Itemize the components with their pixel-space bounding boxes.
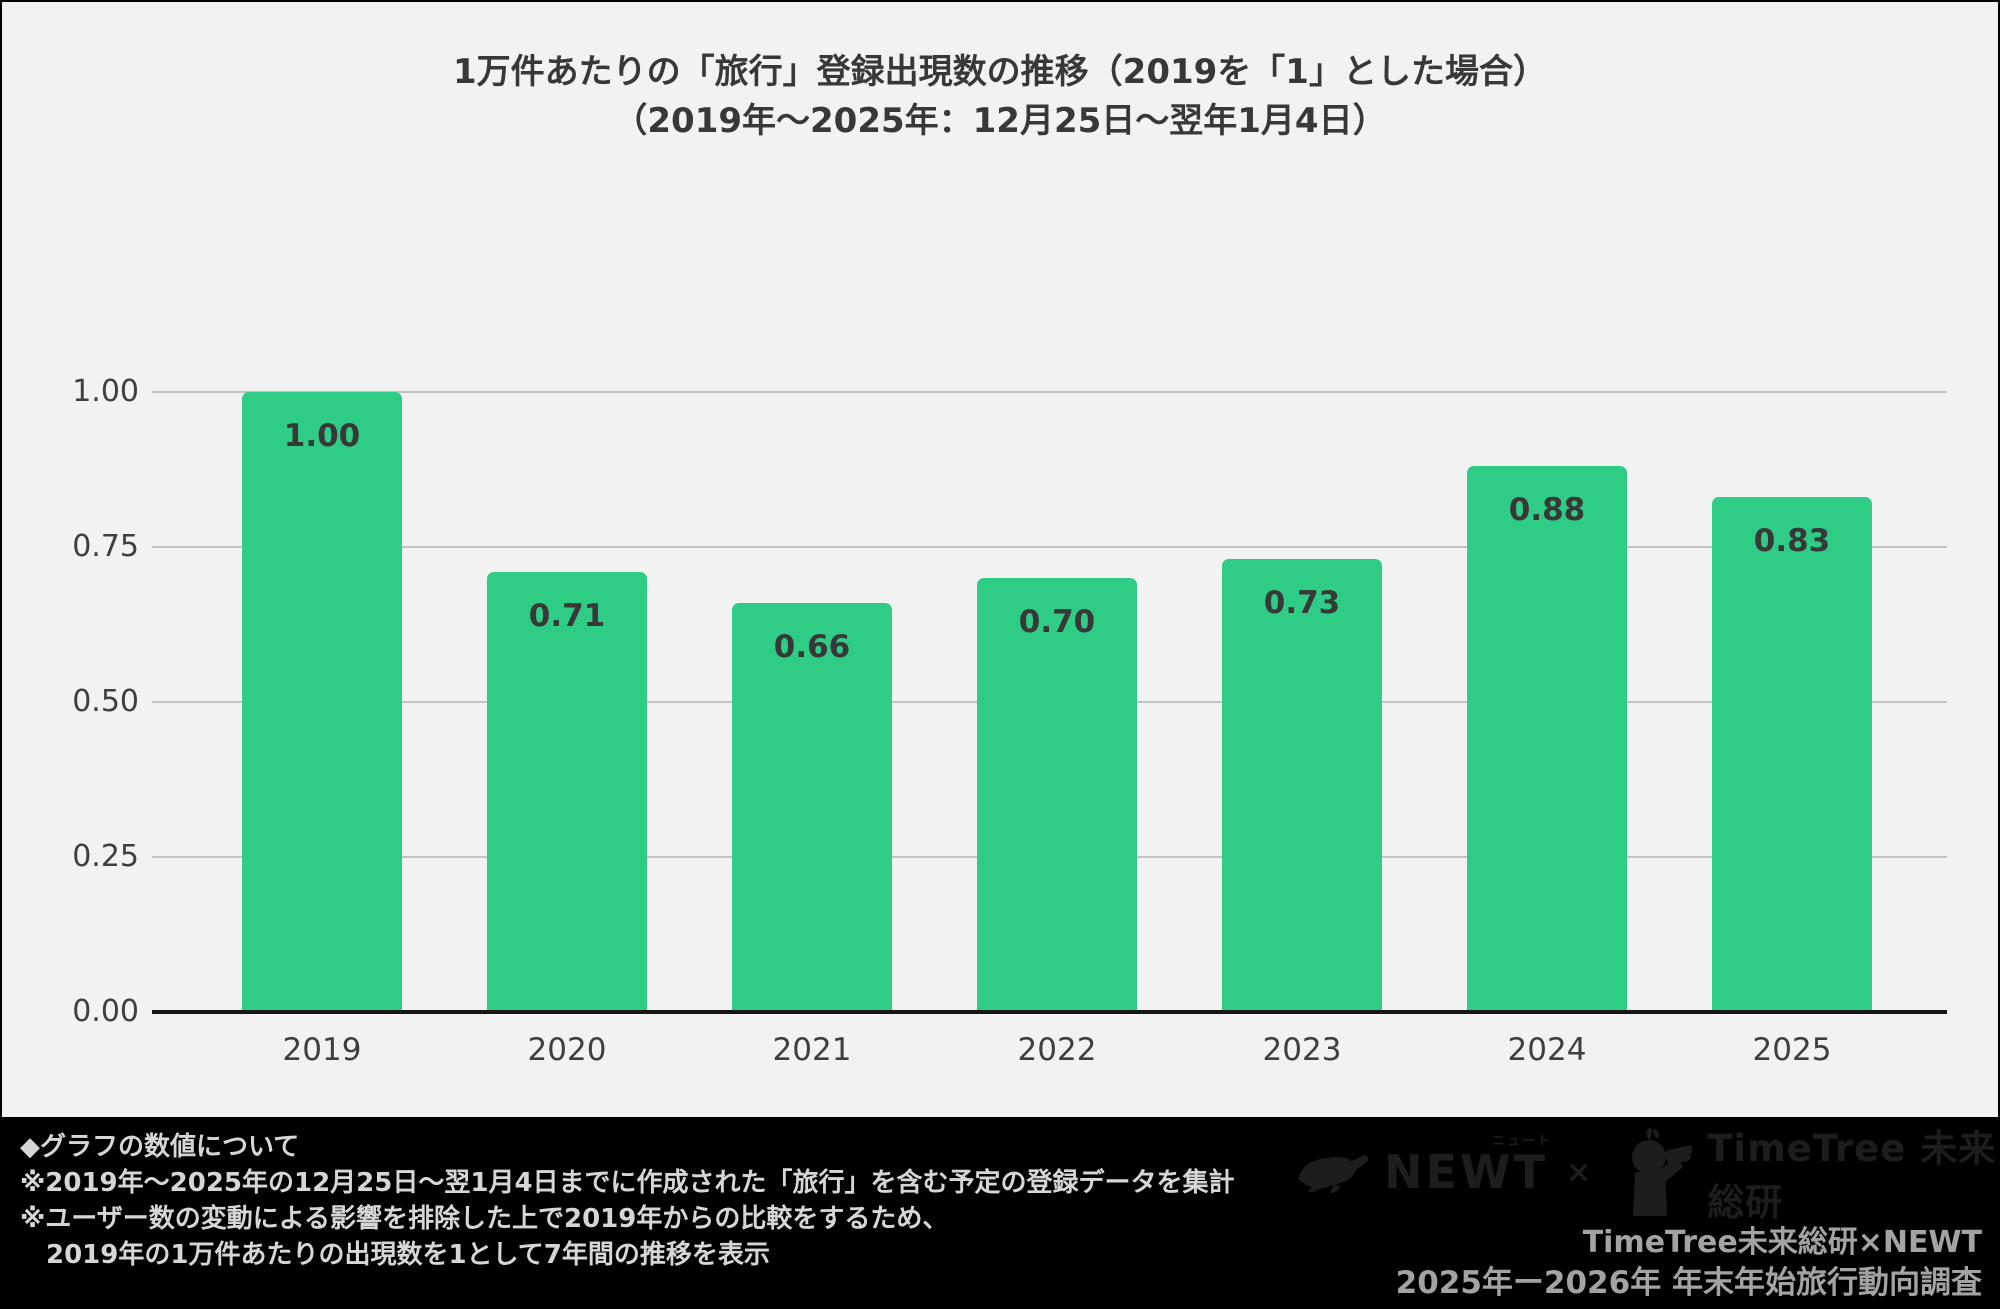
note-line-2: ※2019年〜2025年の12月25日〜翌1月4日までに作成された「旅行」を含む… (20, 1168, 1235, 1198)
times-icon: × (1566, 1154, 1592, 1190)
bar-value-label-2021: 0.66 (773, 628, 851, 665)
gridline-0.75 (152, 546, 1947, 548)
bar-2019: 1.00 (242, 392, 402, 1012)
bar-value-label-2020: 0.71 (528, 597, 606, 634)
note-line-4: 2019年の1万件あたりの出現数を1として7年間の推移を表示 (20, 1240, 770, 1270)
bar-2025: 0.83 (1712, 497, 1872, 1012)
note-line-3: ※ユーザー数の変動による影響を排除した上で2019年からの比較をするため、 (20, 1204, 949, 1234)
x-tick-label-2021: 2021 (772, 1032, 852, 1068)
credit-line-2: 2025年ー2026年 年末年始旅行動向調査 (1395, 1265, 1982, 1301)
y-tick-label-0.00: 0.00 (72, 994, 139, 1029)
x-tick-label-2023: 2023 (1262, 1032, 1342, 1068)
timetree-wordmark: TimeTree 未来総研 (1707, 1127, 1997, 1224)
y-tick-label-0.75: 0.75 (72, 529, 139, 564)
x-axis-baseline (152, 1010, 1947, 1014)
chart-title-line2: （2019年〜2025年：12月25日〜翌年1月4日） (613, 101, 1387, 141)
chart-title-line1: 1万件あたりの「旅行」登録出現数の推移（2019を「1」とした場合） (453, 52, 1547, 92)
bar-2024: 0.88 (1467, 466, 1627, 1012)
logo-row: NEWT ニュート × TimeTree 未来総研 (1294, 1126, 1998, 1224)
bar-2021: 0.66 (732, 602, 892, 1012)
bar-2023: 0.73 (1222, 559, 1382, 1012)
newt-turtle-icon (1294, 1146, 1376, 1198)
x-tick-label-2024: 2024 (1507, 1032, 1587, 1068)
bar-value-label-2022: 0.70 (1018, 604, 1096, 640)
x-tick-label-2025: 2025 (1752, 1032, 1832, 1068)
x-tick-label-2019: 2019 (282, 1032, 362, 1068)
credit-line-1: TimeTree未来総研×NEWT (1582, 1225, 1982, 1260)
gridline-1.00 (152, 391, 1947, 393)
bar-2022: 0.70 (977, 578, 1137, 1012)
x-tick-label-2022: 2022 (1017, 1032, 1097, 1068)
timetree-mascot-icon (1609, 1126, 1697, 1218)
bar-value-label-2024: 0.88 (1508, 492, 1586, 529)
bar-value-label-2019: 1.00 (283, 418, 361, 454)
y-tick-label-1.00: 1.00 (72, 374, 139, 409)
chart-title: 1万件あたりの「旅行」登録出現数の推移（2019を「1」とした場合） （2019… (2, 48, 1998, 146)
note-line-1: ◆グラフの数値について (20, 1132, 300, 1162)
y-tick-label-0.25: 0.25 (72, 839, 139, 874)
bar-value-label-2023: 0.73 (1263, 585, 1341, 622)
y-tick-label-0.50: 0.50 (72, 684, 139, 719)
footer: ◆グラフの数値について ※2019年〜2025年の12月25日〜翌1月4日までに作… (2, 1117, 1998, 1307)
newt-wordmark: NEWT ニュート (1384, 1134, 1550, 1199)
bar-value-label-2025: 0.83 (1753, 523, 1831, 560)
newt-katakana-label: ニュート (1492, 1134, 1553, 1149)
x-tick-label-2020: 2020 (527, 1032, 607, 1068)
credit-block: TimeTree未来総研×NEWT 2025年ー2026年 年末年始旅行動向調査 (1396, 1223, 1982, 1303)
footer-notes: ◆グラフの数値について ※2019年〜2025年の12月25日〜翌1月4日までに作… (20, 1129, 1235, 1273)
bar-2020: 0.71 (487, 571, 647, 1012)
